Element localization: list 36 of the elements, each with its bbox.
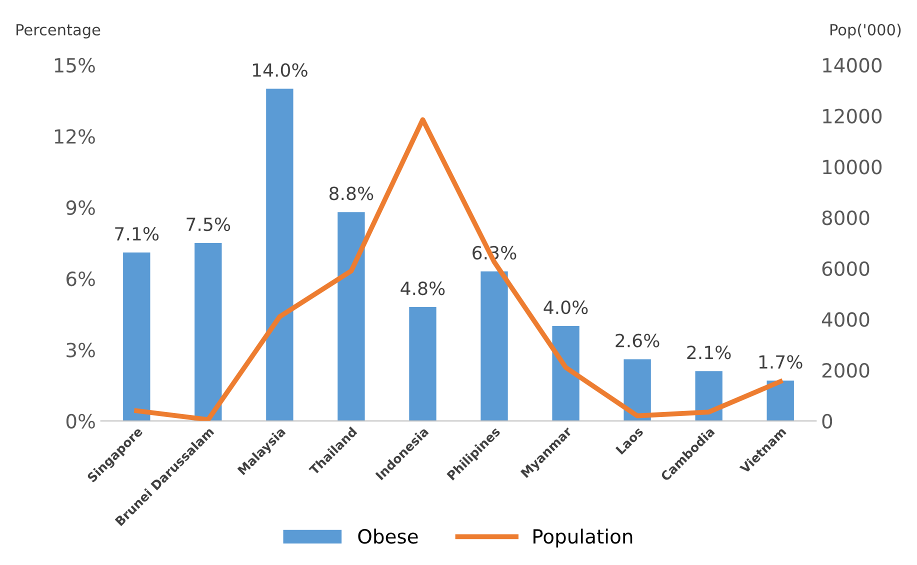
y2-tick-label: 10000 — [823, 160, 882, 174]
y-tick-label: 15% — [54, 58, 95, 73]
bar — [123, 252, 150, 421]
y2-tick-label: 4000 — [822, 312, 870, 327]
y-tick-label: 0% — [66, 414, 95, 429]
bar — [552, 326, 580, 421]
data-label: 7.5% — [186, 217, 230, 232]
bar — [409, 307, 436, 421]
y2-tick-label: 6000 — [822, 261, 870, 276]
data-label: 1.7% — [759, 355, 802, 369]
legend-label: Population — [534, 528, 632, 548]
y-axis-title: Percentage — [16, 24, 100, 38]
bar — [266, 88, 294, 421]
y-tick-label: 3% — [66, 342, 95, 358]
bar — [766, 380, 794, 421]
y2-axis-title: Pop('000) — [830, 24, 901, 38]
y2-tick-label: 8000 — [822, 210, 870, 226]
data-label: 14.0% — [252, 63, 308, 77]
bar — [624, 359, 651, 421]
bar — [480, 271, 508, 421]
data-label: 4.0% — [544, 300, 588, 314]
y2-tick-label: 14000 — [823, 58, 882, 73]
data-label: 2.1% — [687, 346, 731, 360]
bar — [194, 242, 222, 421]
y2-tick-label: 2000 — [822, 363, 870, 378]
y2-tick-label: 0 — [822, 414, 832, 429]
data-label: 7.1% — [115, 226, 159, 241]
bar — [338, 212, 365, 421]
data-label: 4.8% — [400, 282, 445, 296]
y2-tick-label: 12000 — [823, 108, 882, 124]
y-tick-label: 6% — [66, 272, 95, 286]
data-label: 2.6% — [616, 334, 660, 348]
legend-label: Obese — [358, 528, 418, 544]
y-tick-label: 9% — [66, 200, 95, 216]
y-tick-label: 12% — [54, 129, 95, 144]
data-label: 8.8% — [330, 186, 374, 200]
